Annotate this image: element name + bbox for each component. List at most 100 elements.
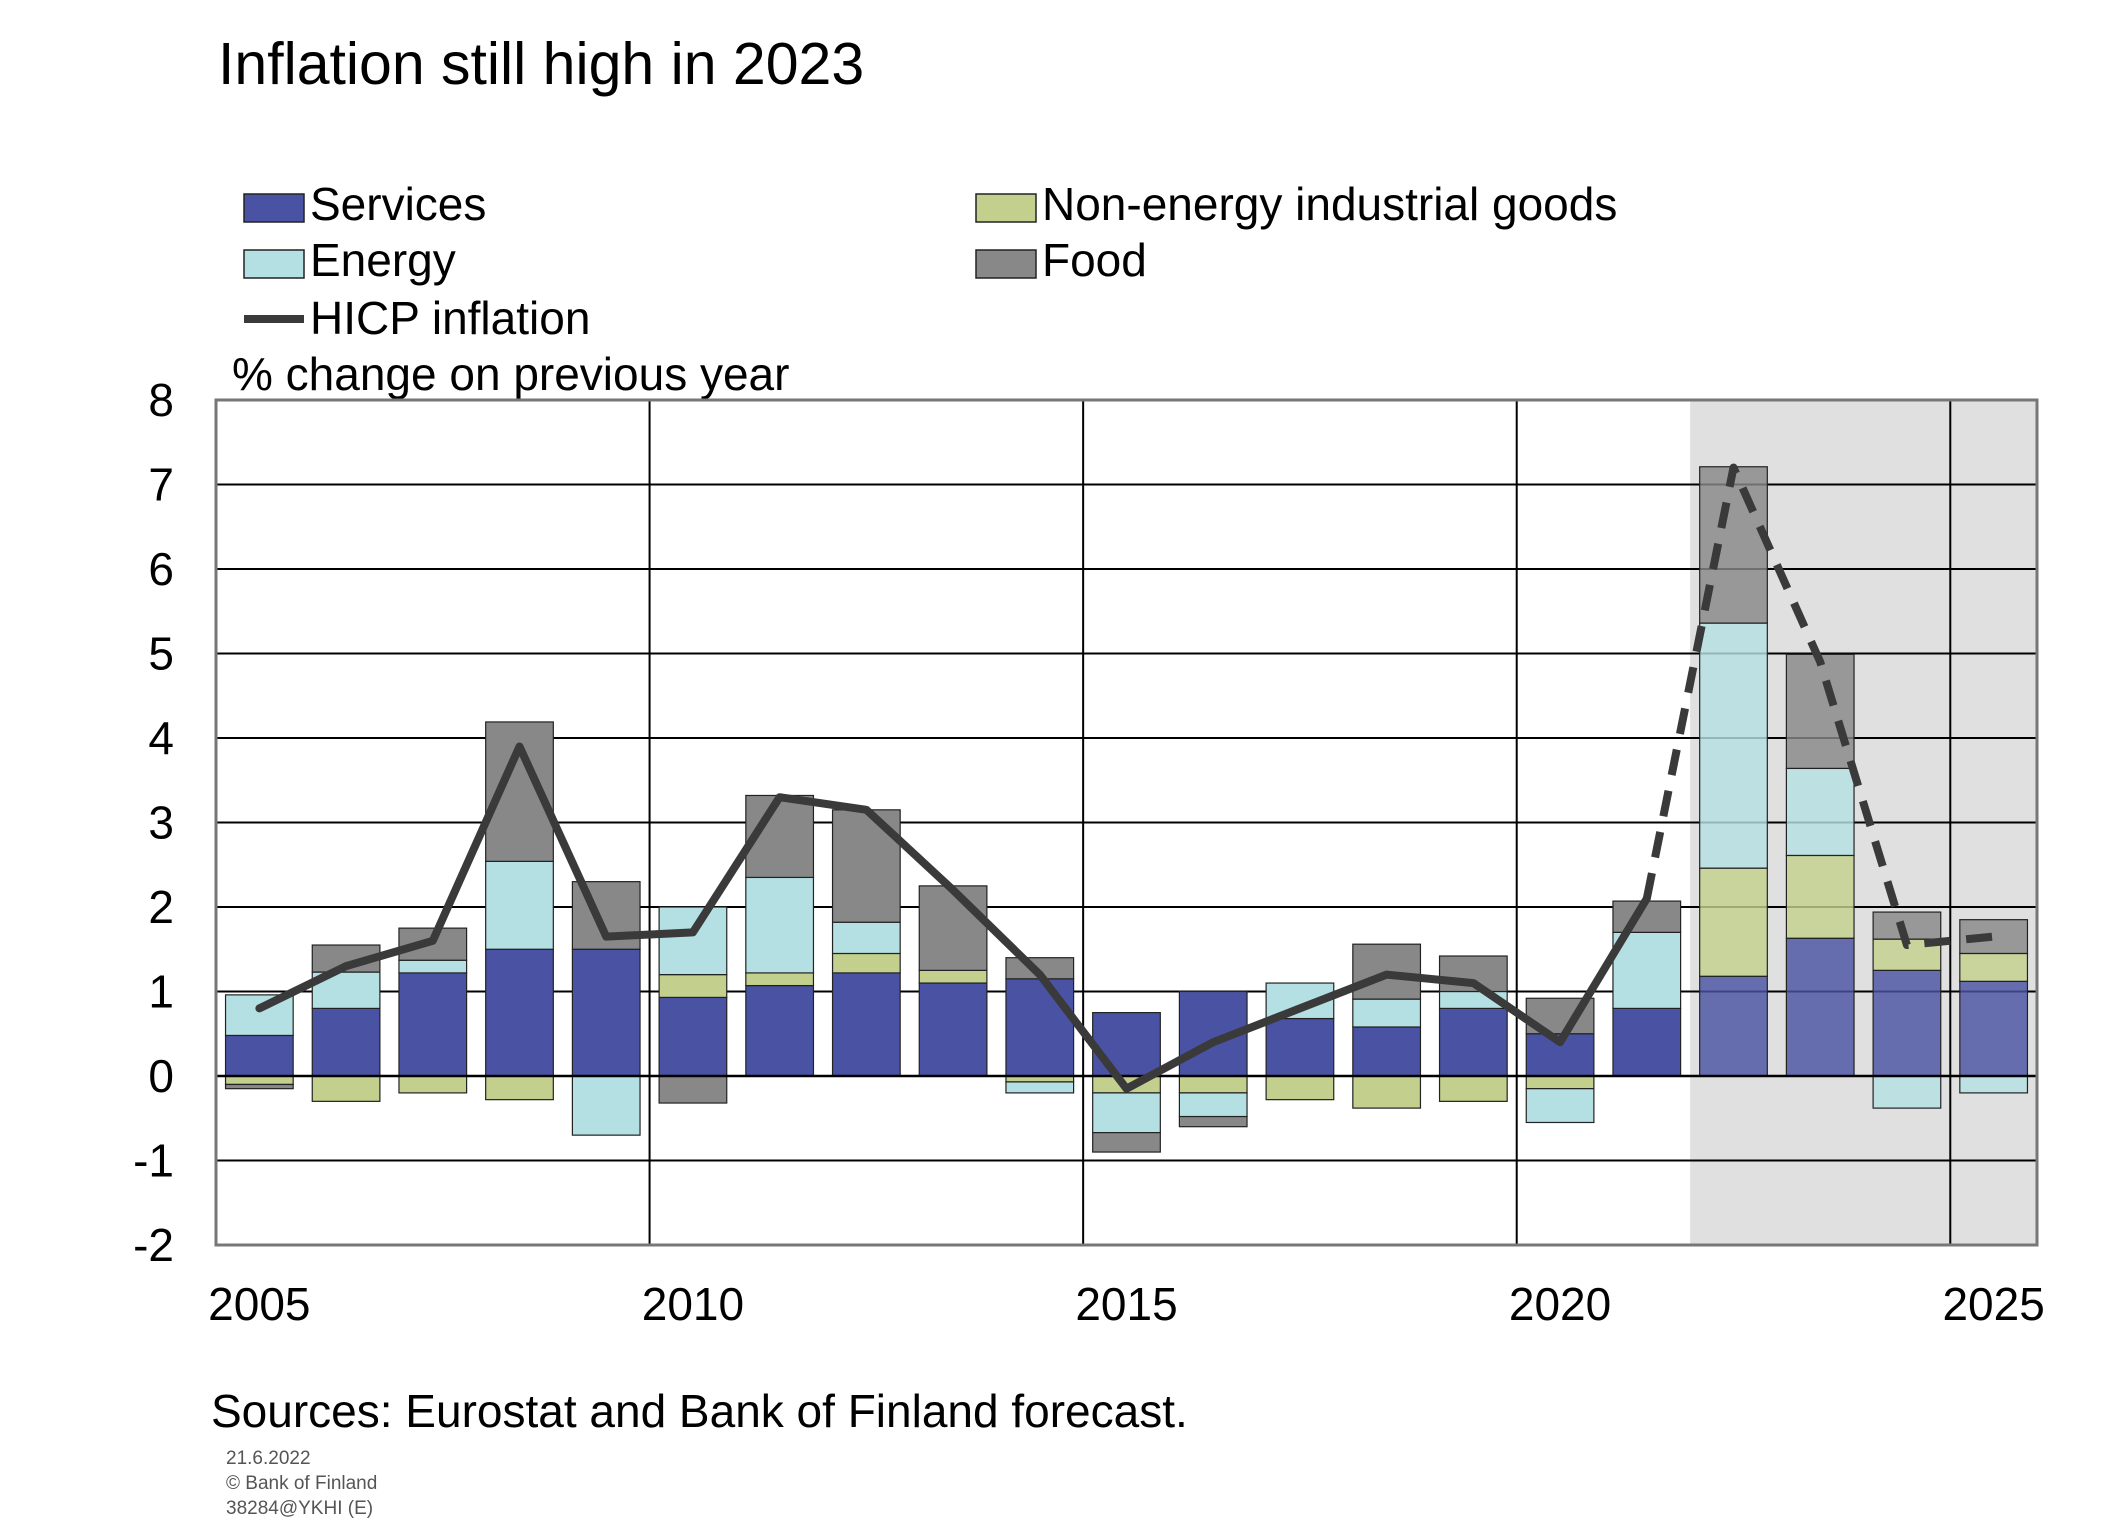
bar-non-energy-industrial-goods-2005	[224, 1075, 294, 1086]
hicp-inflation-line	[255, 463, 1994, 1093]
bar-services-2012	[831, 972, 901, 1077]
plot-frame	[214, 398, 2039, 1247]
y-tick-label: -1	[133, 1135, 174, 1187]
bar-energy-2015	[1092, 1092, 1161, 1134]
bar-energy-2025	[1959, 1075, 2029, 1094]
y-axis-ticks: 8 7 6 5 4 3 2 1 0 -1 -2	[133, 374, 174, 1271]
legend-item-hicp-inflation: HICP inflation	[244, 292, 590, 344]
bar-non-energy-industrial-goods-2016	[1178, 1075, 1248, 1094]
legend-item-non-energy-industrial-goods: Non-energy industrial goods	[975, 178, 1617, 230]
y-axis-label: % change on previous year	[232, 348, 789, 400]
bar-food-2015	[1092, 1132, 1161, 1153]
bar-non-energy-industrial-goods-2006	[311, 1075, 381, 1102]
bar-energy-2009	[571, 1075, 641, 1136]
source-note: Sources: Eurostat and Bank of Finland fo…	[211, 1385, 1188, 1437]
footer-copyright: © Bank of Finland	[226, 1473, 377, 1494]
bar-non-energy-industrial-goods-2012	[831, 952, 901, 974]
bar-food-2013	[918, 885, 988, 971]
bar-energy-2012	[831, 921, 901, 955]
bar-services-2018	[1352, 1026, 1422, 1077]
bar-non-energy-industrial-goods-2007	[398, 1075, 468, 1094]
bar-services-2025	[1959, 980, 2029, 1077]
bar-energy-2007	[398, 959, 468, 974]
chart-title: Inflation still high in 2023	[218, 31, 864, 97]
bar-food-2005	[224, 1083, 294, 1090]
x-tick-label: 2025	[1942, 1278, 2044, 1330]
legend-swatch-food	[975, 249, 1037, 279]
bar-services-2024	[1872, 969, 1942, 1077]
bar-energy-2021	[1612, 931, 1682, 1009]
bar-services-2011	[745, 984, 815, 1077]
bar-services-2015	[1092, 1012, 1161, 1077]
legend-label-non-energy-industrial-goods: Non-energy industrial goods	[1042, 178, 1617, 230]
bar-services-2006	[311, 1007, 381, 1077]
bar-services-2009	[571, 948, 641, 1077]
legend-label-food: Food	[1042, 234, 1147, 286]
bar-energy-2024	[1872, 1075, 1942, 1109]
x-axis-ticks: 2005 2010 2015 2020 2025	[208, 1278, 2045, 1330]
bar-services-2022	[1699, 975, 1768, 1077]
x-tick-label: 2015	[1075, 1278, 1177, 1330]
bar-non-energy-industrial-goods-2023	[1785, 854, 1855, 939]
bar-energy-2016	[1178, 1092, 1248, 1118]
bar-services-2010	[658, 996, 728, 1077]
y-tick-label: 3	[148, 797, 174, 849]
bar-energy-2014	[1005, 1081, 1075, 1094]
bar-non-energy-industrial-goods-2020	[1525, 1075, 1595, 1090]
bar-services-2007	[398, 972, 468, 1077]
y-tick-label: 8	[148, 374, 174, 426]
legend-item-energy: Energy	[243, 234, 456, 286]
bar-food-2016	[1178, 1115, 1248, 1128]
bar-energy-2020	[1525, 1088, 1595, 1124]
y-tick-label: 0	[148, 1050, 174, 1102]
bar-non-energy-industrial-goods-2013	[918, 969, 988, 984]
y-tick-label: 5	[148, 628, 174, 680]
bar-food-2023	[1785, 653, 1855, 770]
bar-services-2008	[485, 948, 554, 1077]
bar-energy-2011	[745, 876, 815, 974]
bar-non-energy-industrial-goods-2025	[1959, 952, 2029, 982]
x-tick-label: 2010	[642, 1278, 744, 1330]
bar-energy-2010	[658, 906, 728, 976]
footer-date: 21.6.2022	[226, 1448, 311, 1469]
bar-services-2013	[918, 982, 988, 1077]
y-tick-label: 6	[148, 543, 174, 595]
legend-item-services: Services	[243, 178, 486, 230]
hicp-line-forecast	[1642, 463, 1994, 949]
bar-services-2019	[1438, 1007, 1508, 1077]
bar-food-2010	[658, 1075, 728, 1104]
bar-energy-2008	[485, 860, 554, 950]
x-tick-label: 2005	[208, 1278, 310, 1330]
legend-swatch-services	[243, 193, 305, 223]
bar-non-energy-industrial-goods-2018	[1352, 1075, 1422, 1109]
bar-services-2014	[1005, 978, 1075, 1077]
bar-services-2021	[1612, 1007, 1682, 1077]
x-tick-label: 2020	[1509, 1278, 1611, 1330]
bar-services-2023	[1785, 937, 1855, 1077]
legend-label-energy: Energy	[310, 234, 456, 286]
bar-services-2017	[1265, 1017, 1335, 1077]
y-tick-label: 7	[148, 459, 174, 511]
hicp-line-actual	[255, 742, 1651, 1093]
legend-label-services: Services	[310, 178, 486, 230]
bar-non-energy-industrial-goods-2011	[745, 972, 815, 987]
bar-energy-2018	[1352, 998, 1422, 1028]
footer-code: 38284@YKHI (E)	[226, 1498, 373, 1519]
legend: Services Non-energy industrial goods Ene…	[243, 178, 1617, 344]
y-tick-label: 4	[148, 712, 174, 764]
bar-non-energy-industrial-goods-2022	[1699, 867, 1768, 977]
bar-non-energy-industrial-goods-2008	[485, 1075, 554, 1101]
y-tick-label: 2	[148, 881, 174, 933]
legend-swatch-energy	[243, 249, 305, 279]
bar-services-2005	[224, 1034, 294, 1077]
legend-label-hicp-inflation: HICP inflation	[310, 292, 590, 344]
bar-energy-2023	[1785, 767, 1855, 857]
legend-item-food: Food	[975, 234, 1147, 286]
y-tick-label: 1	[148, 966, 174, 1018]
bar-non-energy-industrial-goods-2019	[1438, 1075, 1508, 1102]
bar-non-energy-industrial-goods-2017	[1265, 1075, 1335, 1101]
bar-non-energy-industrial-goods-2010	[658, 973, 728, 999]
legend-swatch-non-energy-industrial-goods	[975, 193, 1037, 223]
bar-energy-2022	[1699, 622, 1768, 869]
